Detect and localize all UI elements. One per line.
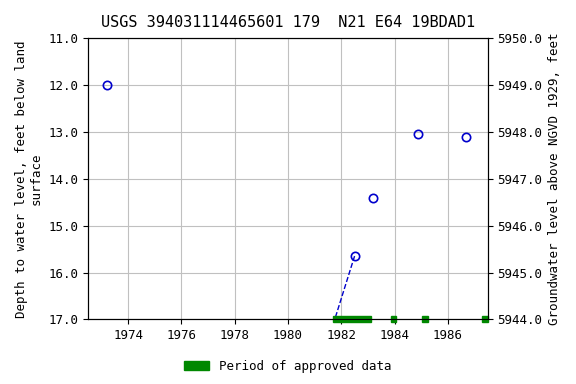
Y-axis label: Groundwater level above NGVD 1929, feet: Groundwater level above NGVD 1929, feet: [548, 33, 561, 325]
Bar: [391, 316, 396, 323]
Bar: [482, 316, 488, 323]
Bar: [334, 316, 370, 323]
Legend: Period of approved data: Period of approved data: [179, 355, 397, 378]
Y-axis label: Depth to water level, feet below land
surface: Depth to water level, feet below land su…: [15, 40, 43, 318]
Bar: [422, 316, 428, 323]
Title: USGS 394031114465601 179  N21 E64 19BDAD1: USGS 394031114465601 179 N21 E64 19BDAD1: [101, 15, 475, 30]
